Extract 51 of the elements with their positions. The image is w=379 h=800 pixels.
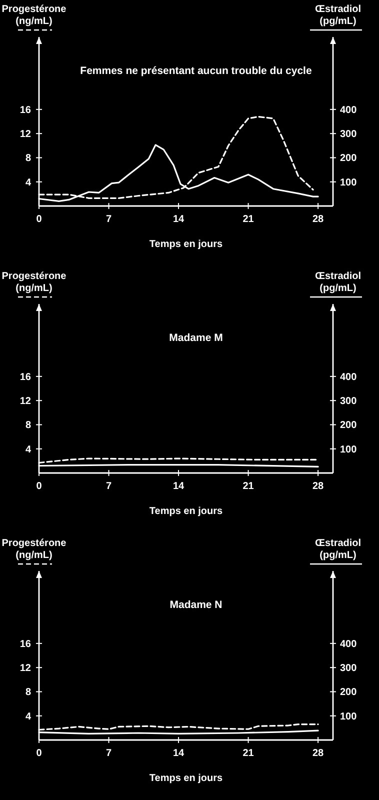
y2-tick-label: 100 bbox=[340, 177, 358, 188]
y-tick-label: 16 bbox=[20, 638, 32, 650]
y-tick-label: 8 bbox=[25, 420, 32, 432]
y2-axis-title: Œstradiol (pg/mL) bbox=[314, 4, 362, 27]
y-tick-label: 16 bbox=[20, 104, 32, 116]
y-tick-label: 8 bbox=[25, 687, 32, 698]
y-tick-label: 12 bbox=[20, 396, 32, 408]
x-tick-label: 21 bbox=[242, 214, 254, 225]
y-axis-title: Progestérone (ng/mL) bbox=[2, 538, 67, 561]
y-tick-label: 4 bbox=[25, 177, 32, 188]
y2-axis-title: Œstradiol (pg/mL) bbox=[314, 271, 362, 294]
x-tick-label: 0 bbox=[36, 748, 42, 759]
y2-axis-title: Œstradiol (pg/mL) bbox=[314, 538, 362, 561]
y-axis-title: Progestérone (ng/mL) bbox=[2, 4, 67, 27]
y-axis-title: Progestérone (ng/mL) bbox=[2, 271, 67, 294]
y2-tick-label: 100 bbox=[340, 444, 358, 456]
y2-tick-label: 400 bbox=[340, 638, 358, 650]
x-tick-label: 21 bbox=[242, 748, 254, 759]
x-tick-label: 28 bbox=[312, 481, 324, 492]
x-tick-label: 7 bbox=[106, 748, 112, 759]
y2-tick-label: 200 bbox=[340, 153, 358, 164]
text: Madame N bbox=[170, 599, 222, 611]
y2-tick-label: 300 bbox=[340, 396, 358, 408]
x-tick-label: 14 bbox=[172, 481, 185, 492]
y-tick-label: 12 bbox=[20, 129, 32, 140]
x-tick-label: 28 bbox=[312, 748, 324, 759]
y-tick-label: 8 bbox=[25, 153, 32, 164]
y2-tick-label: 200 bbox=[340, 687, 358, 698]
y2-tick-label: 300 bbox=[340, 129, 358, 140]
x-tick-label: 7 bbox=[106, 214, 112, 225]
y2-tick-label: 200 bbox=[340, 420, 358, 432]
y2-tick-label: 400 bbox=[340, 372, 358, 383]
y-tick-label: 12 bbox=[20, 663, 32, 674]
text: Femmes ne présentant aucun trouble du cycle bbox=[80, 65, 312, 77]
x-tick-label: 0 bbox=[36, 481, 42, 492]
x-tick-label: 21 bbox=[242, 481, 254, 492]
y2-tick-label: 400 bbox=[340, 104, 358, 116]
x-tick-label: 14 bbox=[172, 214, 185, 225]
x-tick-label: 7 bbox=[106, 481, 112, 492]
x-axis-title: Temps en jours bbox=[149, 239, 224, 250]
y2-tick-label: 100 bbox=[340, 711, 358, 722]
x-tick-label: 28 bbox=[312, 214, 324, 225]
x-axis-title: Temps en jours bbox=[149, 773, 224, 784]
y2-tick-label: 300 bbox=[340, 663, 358, 674]
y-tick-label: 4 bbox=[25, 444, 32, 456]
y-tick-label: 16 bbox=[20, 372, 32, 383]
x-tick-label: 0 bbox=[36, 214, 42, 225]
text: Madame M bbox=[169, 332, 224, 344]
x-axis-title: Temps en jours bbox=[149, 506, 224, 517]
y-tick-label: 4 bbox=[25, 711, 32, 722]
x-tick-label: 14 bbox=[172, 748, 185, 759]
